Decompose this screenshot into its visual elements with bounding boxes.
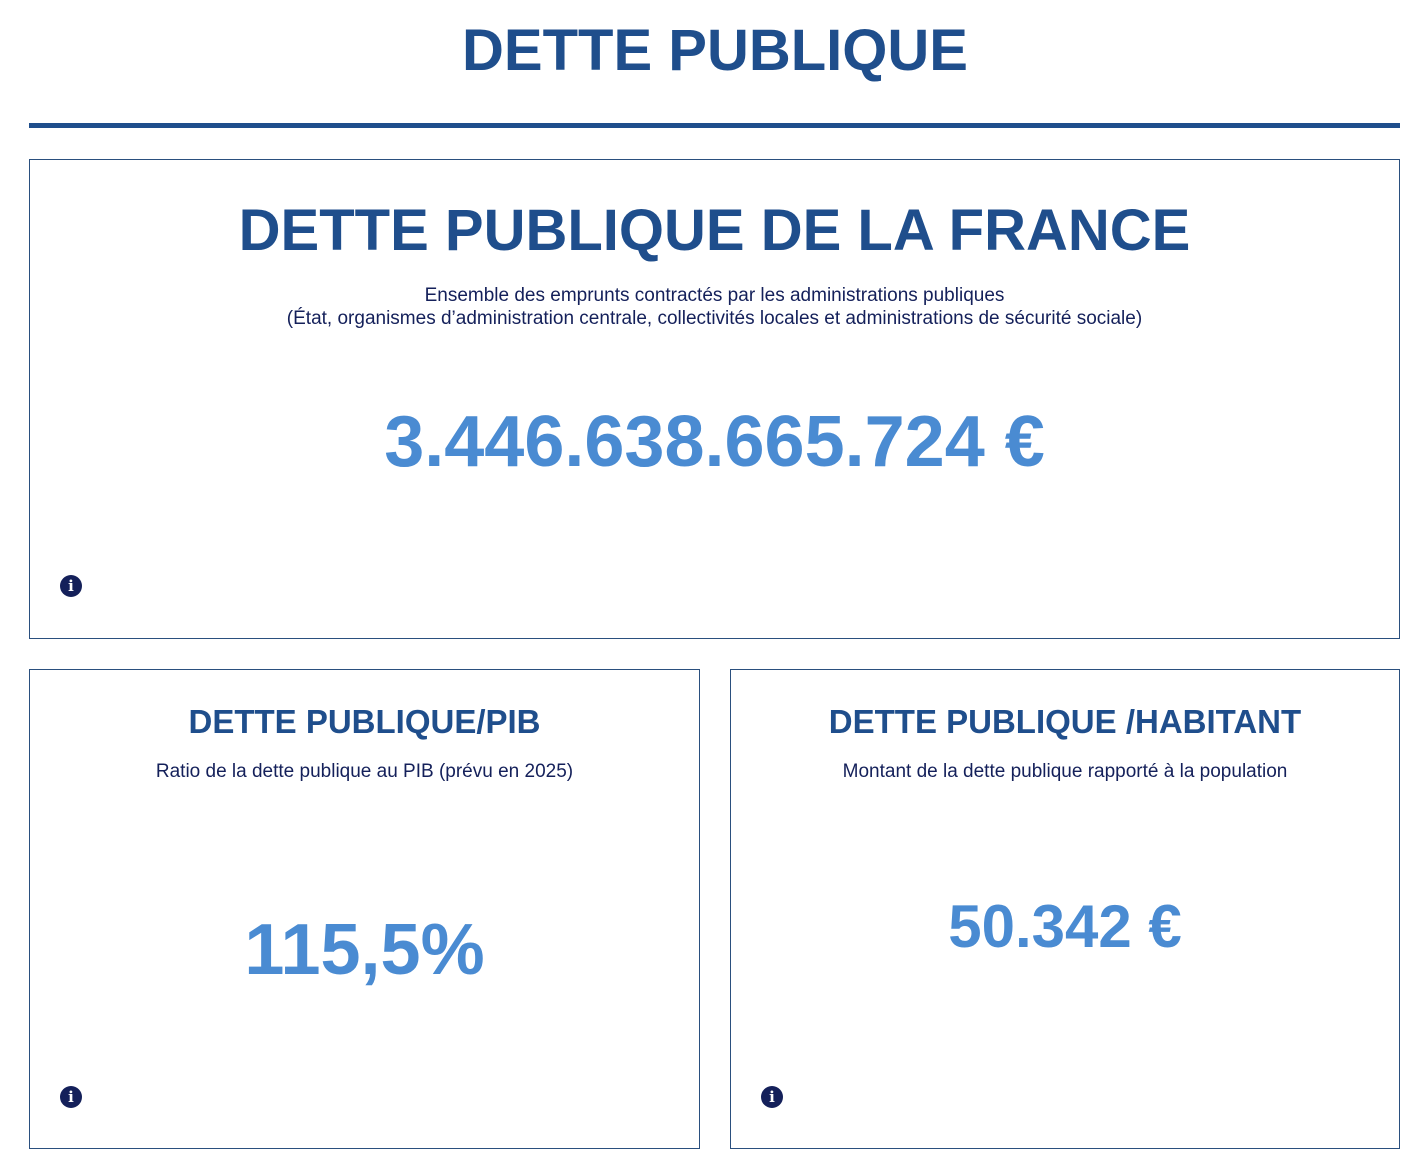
page-title: DETTE PUBLIQUE <box>462 18 968 83</box>
card-debt-gdp-value: 115,5% <box>244 910 485 990</box>
card-total-debt-value: 3.446.638.665.724 € <box>384 402 1045 482</box>
card-debt-gdp: DETTE PUBLIQUE/PIB Ratio de la dette pub… <box>29 669 700 1149</box>
card-total-debt-description-line1: Ensemble des emprunts contractés par les… <box>424 285 1005 306</box>
title-divider <box>29 123 1400 128</box>
card-debt-gdp-title: DETTE PUBLIQUE/PIB <box>188 703 541 740</box>
info-icon[interactable]: i <box>761 1086 783 1108</box>
card-debt-gdp-description: Ratio de la dette publique au PIB (prévu… <box>155 761 574 782</box>
card-total-debt-description-line2: (État, organismes d’administration centr… <box>286 308 1143 329</box>
card-total-debt: DETTE PUBLIQUE DE LA FRANCE Ensemble des… <box>29 159 1400 639</box>
card-debt-per-capita-description: Montant de la dette publique rapporté à … <box>842 761 1288 782</box>
card-debt-per-capita-title: DETTE PUBLIQUE /HABITANT <box>828 703 1302 740</box>
info-icon[interactable]: i <box>60 575 82 597</box>
card-debt-per-capita-value: 50.342 € <box>948 893 1182 960</box>
card-total-debt-description: Ensemble des emprunts contractés par les… <box>30 284 1399 330</box>
card-debt-per-capita: DETTE PUBLIQUE /HABITANT Montant de la d… <box>730 669 1400 1149</box>
card-total-debt-title: DETTE PUBLIQUE DE LA FRANCE <box>238 198 1191 263</box>
info-icon[interactable]: i <box>60 1086 82 1108</box>
